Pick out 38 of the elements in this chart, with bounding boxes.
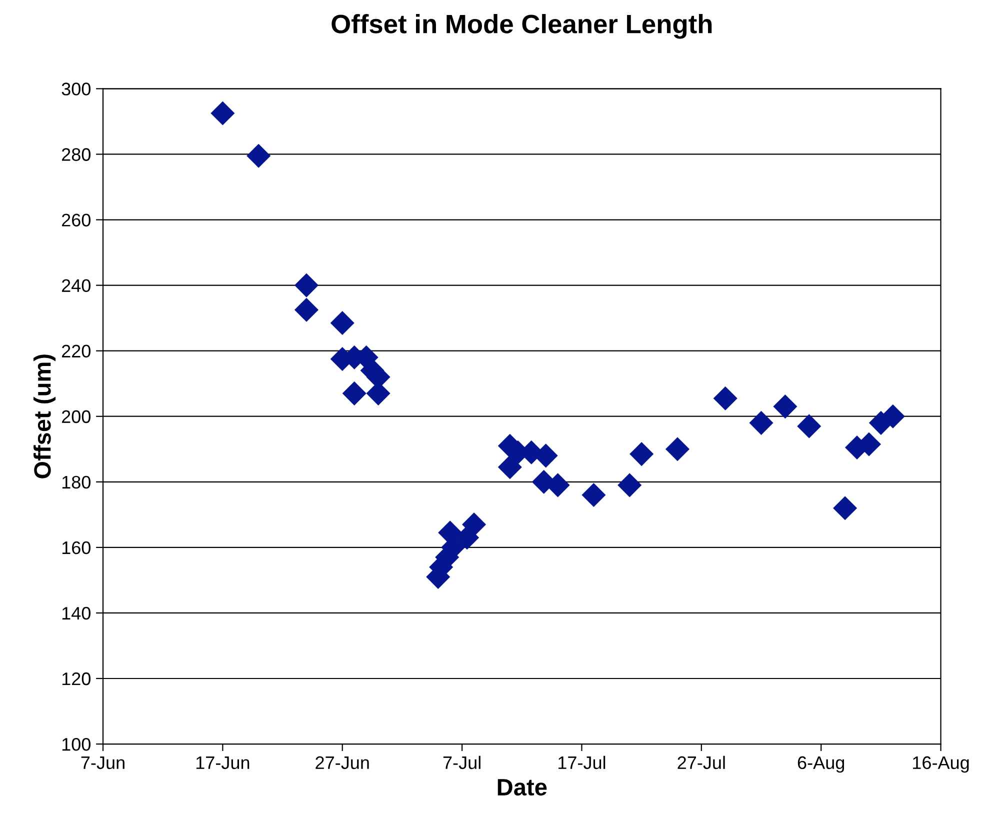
point: [665, 437, 690, 462]
x-tick-label: 7-Jun: [81, 756, 124, 770]
y-tick-label: 140: [62, 606, 90, 620]
point: [246, 144, 271, 168]
y-tick-label: 200: [62, 410, 90, 424]
x-tick-label: 27-Jul: [678, 756, 725, 770]
point: [713, 386, 738, 410]
y-tick-label: 260: [62, 214, 90, 226]
x-tick-label: 17-Jul: [558, 756, 606, 770]
chart-title: Offset in Mode Cleaner Length: [332, 14, 712, 39]
point: [294, 298, 318, 322]
y-tick-label: 280: [62, 148, 90, 161]
x-tick-label: 16-Aug: [913, 756, 969, 773]
y-tick-label: 180: [62, 476, 90, 489]
point: [294, 273, 318, 298]
point: [833, 496, 858, 520]
y-axis-title: Offset (um): [34, 354, 56, 478]
point: [210, 101, 235, 126]
x-axis-title: Date: [498, 779, 547, 796]
y-tick-label: 120: [62, 672, 90, 686]
point: [797, 414, 822, 438]
y-tick-label: 100: [62, 738, 90, 751]
point: [582, 482, 606, 508]
point: [342, 381, 366, 406]
y-tick-label: 240: [62, 279, 90, 292]
x-tick-label: 7-Jul: [443, 756, 480, 770]
x-tick-label: 17-Jun: [196, 756, 250, 770]
point: [773, 394, 798, 419]
point: [330, 310, 354, 336]
y-tick-label: 220: [62, 344, 90, 358]
point: [630, 442, 654, 466]
x-tick-label: 6-Aug: [798, 756, 844, 773]
y-tick-label: 160: [62, 541, 90, 554]
point: [749, 410, 774, 435]
x-tick-label: 27-Jun: [316, 756, 369, 770]
point: [498, 455, 522, 480]
y-tick-label: 300: [62, 82, 90, 96]
point: [618, 473, 642, 498]
